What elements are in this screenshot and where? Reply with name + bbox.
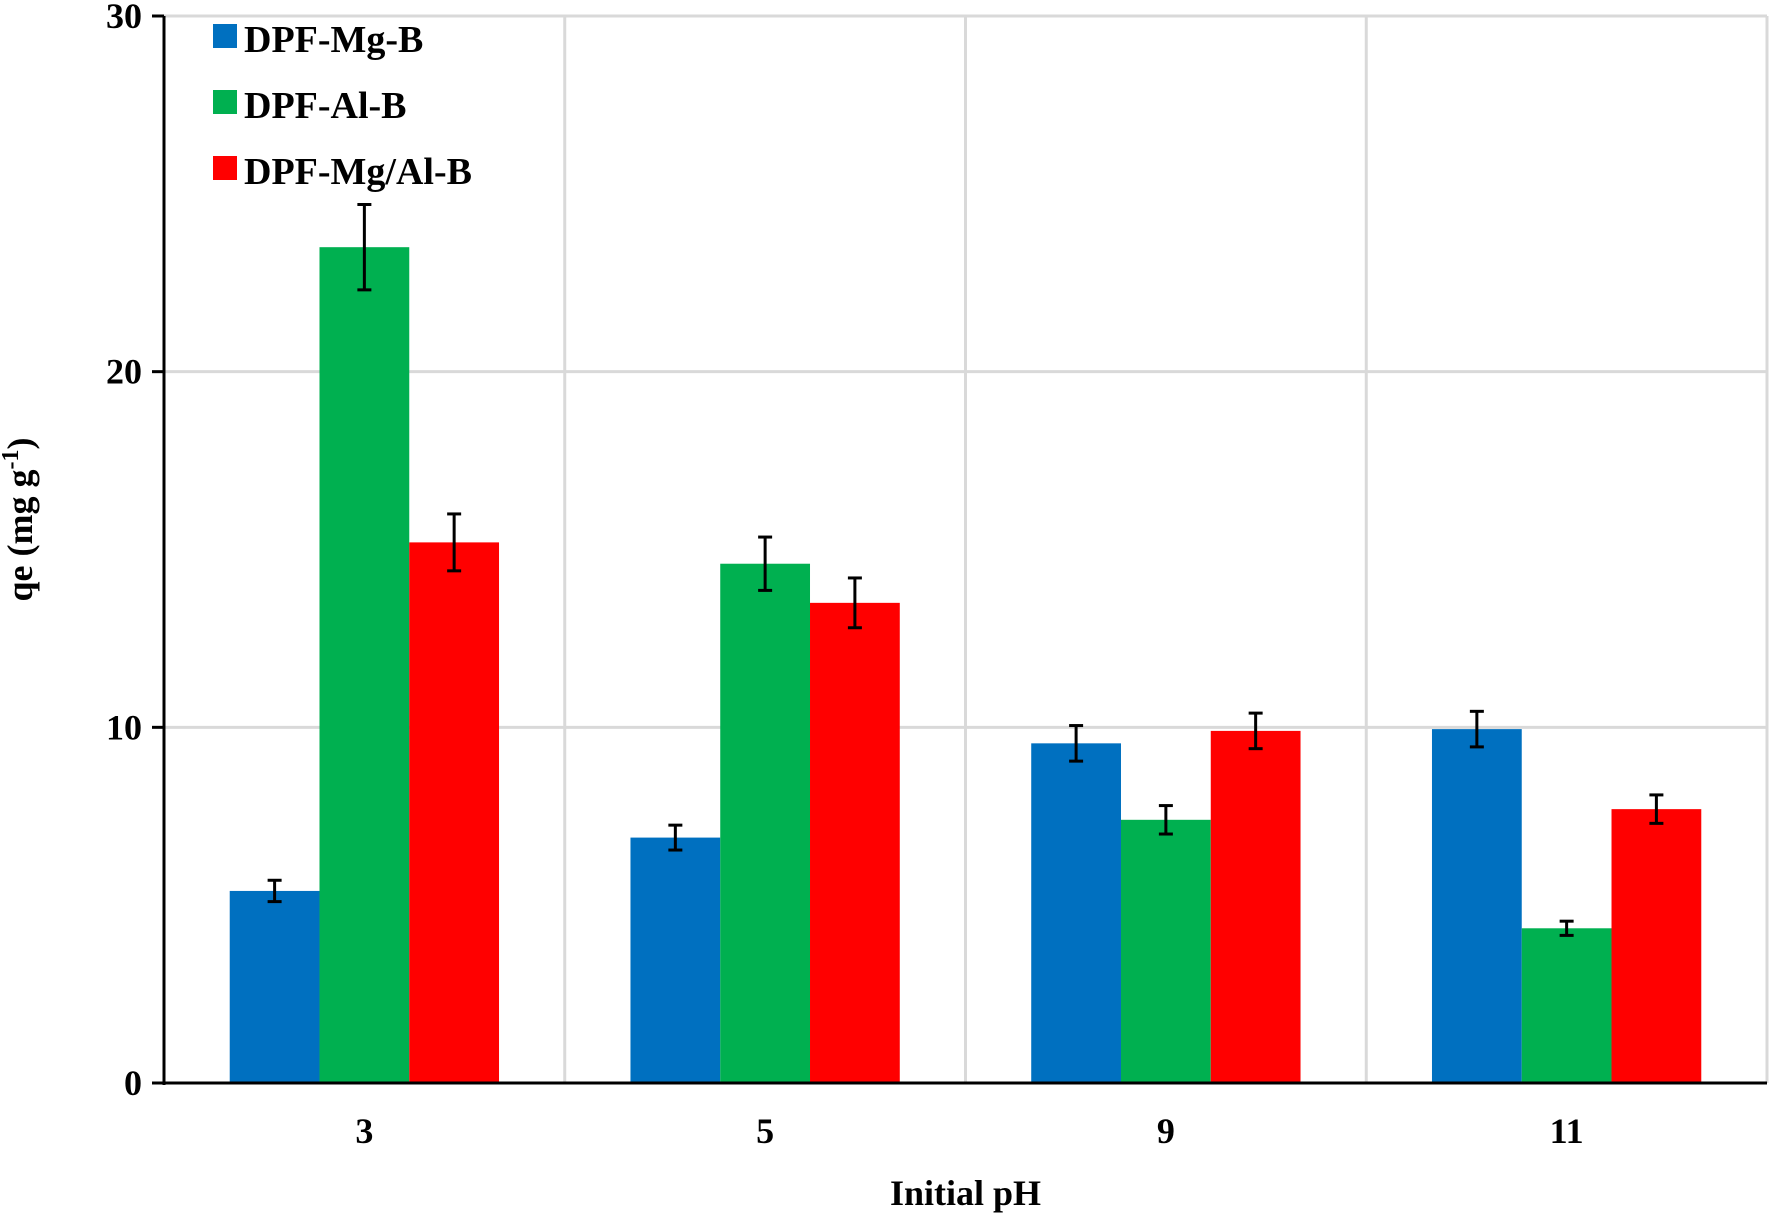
- error-bar-series-2-cat-3: [1649, 793, 1664, 825]
- bar-series-1-cat-1: [720, 563, 811, 1083]
- error-bar-series-1-cat-1: [758, 535, 773, 592]
- y-tick-label-1: 10: [106, 707, 142, 747]
- y-tick-label-0: 0: [124, 1063, 142, 1103]
- legend-label: DPF-Mg-B: [244, 19, 423, 61]
- y-axis-title: qe (mg g-1): [0, 438, 40, 602]
- legend: DPF-Mg-B DPF-Al-B DPF-Mg/Al-B: [213, 19, 472, 193]
- y-axis-title-main: qe (mg g: [0, 470, 40, 602]
- legend-item-1: DPF-Al-B: [213, 85, 407, 127]
- x-tick-label-1: 5: [756, 1111, 774, 1151]
- bar-series-1-cat-2: [1120, 819, 1211, 1083]
- bar-series-1-cat-0: [319, 247, 410, 1083]
- bar-series-2-cat-1: [810, 602, 900, 1083]
- bars: [229, 247, 1702, 1083]
- y-axis-title-superscript: -1: [0, 450, 24, 470]
- error-bar-series-1-cat-3: [1559, 919, 1574, 937]
- legend-swatch: [213, 90, 237, 114]
- error-bar-series-2-cat-2: [1248, 711, 1263, 751]
- bar-series-0-cat-3: [1431, 729, 1522, 1083]
- legend-label: DPF-Mg/Al-B: [244, 151, 472, 193]
- bar-series-0-cat-1: [630, 837, 721, 1083]
- legend-swatch: [213, 24, 237, 48]
- error-bar-series-2-cat-0: [447, 512, 462, 573]
- axes: [162, 16, 1767, 1085]
- legend-item-2: DPF-Mg/Al-B: [213, 151, 472, 193]
- bar-series-2-cat-3: [1611, 809, 1702, 1083]
- bar-series-2-cat-0: [409, 542, 500, 1083]
- grid-lines: [164, 14, 1769, 1083]
- bar-series-0-cat-0: [229, 890, 320, 1083]
- y-tick-label-2: 20: [106, 352, 142, 392]
- y-axis-title-close: ): [0, 438, 40, 450]
- legend-swatch: [213, 156, 237, 180]
- error-bar-series-0-cat-2: [1069, 724, 1084, 763]
- x-tick-label-3: 11: [1550, 1111, 1584, 1151]
- y-tick-label-3: 30: [106, 0, 142, 36]
- legend-label: DPF-Al-B: [244, 85, 407, 127]
- error-bar-series-0-cat-0: [267, 878, 282, 904]
- x-tick-label-2: 9: [1157, 1111, 1175, 1151]
- error-bar-series-0-cat-1: [668, 823, 683, 852]
- error-bar-series-1-cat-0: [357, 203, 372, 292]
- error-bars: [267, 203, 1664, 937]
- bar-series-0-cat-2: [1031, 743, 1121, 1083]
- legend-item-0: DPF-Mg-B: [213, 19, 423, 61]
- bar-series-1-cat-3: [1521, 928, 1612, 1083]
- x-tick-label-0: 3: [355, 1111, 373, 1151]
- tick-labels: 0 10 20 30 3 5 9 11: [106, 0, 1584, 1151]
- error-bar-series-0-cat-3: [1469, 709, 1484, 749]
- error-bar-series-2-cat-1: [847, 576, 862, 630]
- bar-series-2-cat-2: [1210, 730, 1301, 1083]
- x-axis-title: Initial pH: [890, 1173, 1041, 1213]
- error-bar-series-1-cat-2: [1158, 804, 1173, 836]
